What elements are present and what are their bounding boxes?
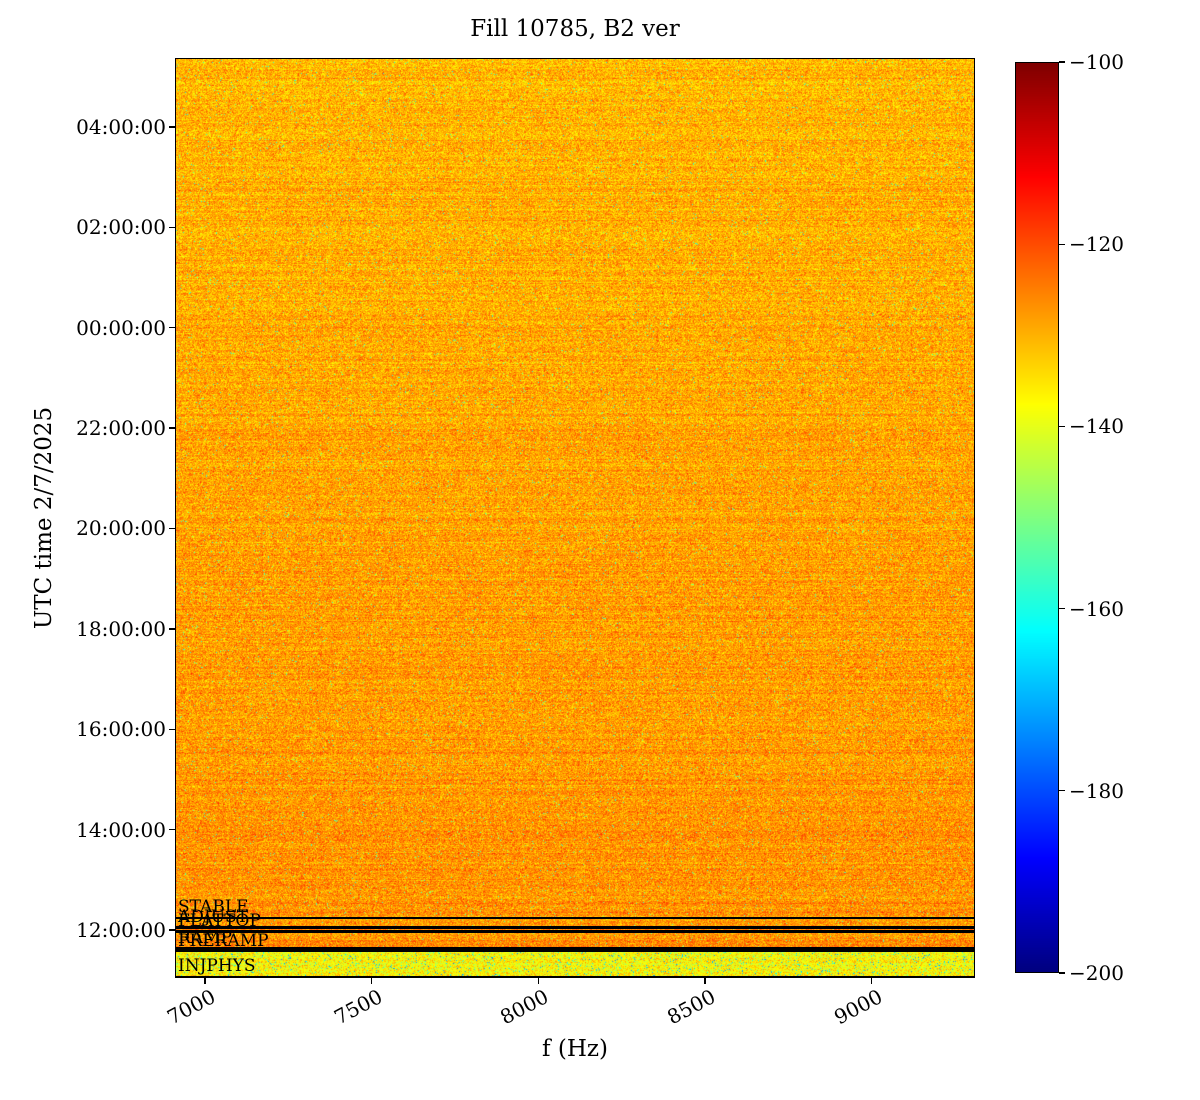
beam-mode-line-flattop <box>175 930 975 933</box>
y-tick-label: 22:00:00 <box>76 416 166 441</box>
beam-mode-label-ramp: RAMP <box>178 928 232 949</box>
y-tick-mark <box>169 728 175 730</box>
beam-mode-line-preramp <box>175 949 975 953</box>
y-tick-mark <box>169 427 175 429</box>
colorbar-tick-label: −180 <box>1069 778 1124 803</box>
colorbar-canvas <box>1016 63 1058 972</box>
y-tick-label: 20:00:00 <box>76 516 166 541</box>
colorbar-tick-label: −100 <box>1069 50 1124 74</box>
beam-mode-line-injphys <box>175 975 975 978</box>
y-tick-label: 18:00:00 <box>76 616 166 641</box>
colorbar-tick-mark <box>1059 425 1065 428</box>
colorbar-tick-label: −140 <box>1069 414 1124 439</box>
y-tick-mark <box>169 327 175 329</box>
x-tick-mark <box>370 978 373 984</box>
y-tick-mark <box>169 226 175 229</box>
y-tick-mark <box>169 628 175 630</box>
colorbar-tick-label: −120 <box>1069 232 1124 257</box>
colorbar-tick-label: −160 <box>1069 596 1124 621</box>
beam-mode-label-injphys: INJPHYS <box>178 956 256 977</box>
y-tick-label: 16:00:00 <box>76 717 166 742</box>
beam-mode-label-adjust: ADJUST <box>178 907 249 927</box>
beam-mode-label-flattop: FLATTOP <box>178 911 261 932</box>
y-axis-label: UTC time 2/7/2025 <box>31 406 57 630</box>
colorbar-tick-mark <box>1059 972 1065 974</box>
colorbar-tick-mark <box>1059 607 1065 610</box>
y-tick-label: 04:00:00 <box>76 114 166 139</box>
y-tick-mark <box>169 929 175 931</box>
beam-mode-line-stable <box>175 916 975 920</box>
y-tick-mark <box>169 126 175 128</box>
colorbar-tick-mark <box>1059 243 1065 245</box>
y-tick-label: 00:00:00 <box>76 315 166 340</box>
beam-mode-line-adjust <box>175 926 975 929</box>
y-tick-label: 14:00:00 <box>76 817 166 842</box>
colorbar-tick-label: −200 <box>1069 961 1124 985</box>
x-tick-mark <box>537 978 540 984</box>
x-tick-mark <box>704 978 706 984</box>
beam-mode-label-preramp: PRERAMP <box>178 930 269 951</box>
beam-mode-line-ramp <box>175 947 975 950</box>
y-tick-label: 12:00:00 <box>76 918 166 943</box>
colorbar <box>1015 62 1059 973</box>
y-tick-label: 02:00:00 <box>76 215 166 240</box>
y-tick-mark <box>169 527 175 530</box>
spectrogram-canvas <box>175 58 975 978</box>
plot-area <box>175 58 975 978</box>
colorbar-tick-mark <box>1059 790 1065 792</box>
colorbar-tick-mark <box>1059 61 1065 63</box>
x-tick-mark <box>204 978 206 984</box>
plot-title: Fill 10785, B2 ver <box>470 16 680 42</box>
x-tick-mark <box>870 978 873 984</box>
y-tick-mark <box>169 828 175 831</box>
x-axis-label: f (Hz) <box>542 1036 608 1062</box>
beam-mode-label-stable: STABLE <box>178 897 249 918</box>
